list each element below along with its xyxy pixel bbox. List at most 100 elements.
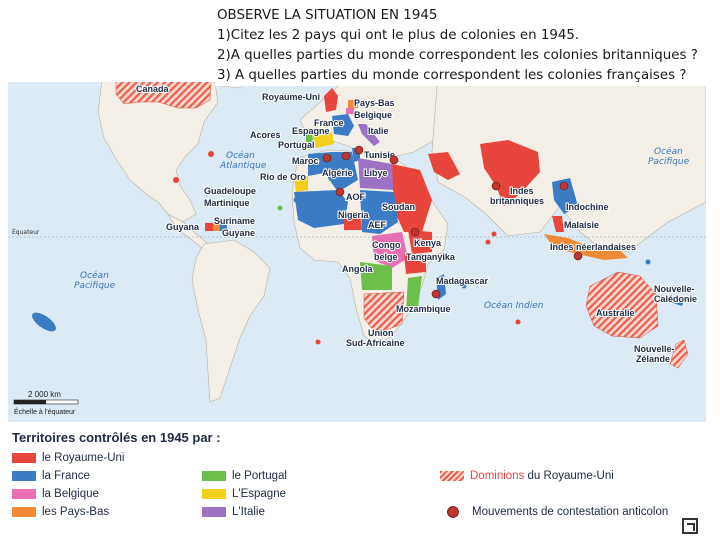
netherlands-territory — [348, 100, 358, 108]
legend-title: Territoires contrôlés en 1945 par : — [12, 430, 221, 445]
island-dot — [645, 259, 651, 265]
union-sa-dominion — [363, 291, 405, 335]
protest-marker — [322, 153, 332, 163]
label-royaume-uni: Royaume-Uni — [262, 92, 320, 102]
island-dot — [173, 177, 179, 183]
protest-marker — [335, 187, 345, 197]
label-guadeloupe: Guadeloupe — [204, 186, 256, 196]
label-indes-neerlandaises: Indes néerlandaises — [550, 242, 636, 252]
legend-item-dominions: Dominions du Royaume-Uni — [440, 468, 614, 484]
legend-swatch — [12, 489, 36, 499]
equator-label: Équateur — [12, 228, 40, 236]
aof-territory — [294, 190, 348, 228]
legend-label: L'Italie — [232, 506, 265, 518]
question-title: OBSERVE LA SITUATION EN 1945 — [217, 8, 438, 23]
aef-territory — [360, 190, 398, 234]
nz-dominion — [669, 339, 689, 369]
protest-marker — [410, 227, 420, 237]
island-dot — [515, 319, 521, 325]
questions-box: OBSERVE LA SITUATION EN 1945 1)Citez les… — [215, 6, 719, 86]
island-dot — [208, 151, 214, 157]
mozambique-territory — [406, 276, 422, 312]
label-australie: Australie — [596, 308, 635, 318]
scale-bar: 2 000 km Échelle à l'équateur — [13, 390, 79, 416]
italy-territory — [358, 124, 380, 146]
legend-label: L'Espagne — [232, 488, 286, 500]
label-martinique: Martinique — [204, 198, 250, 208]
label-indes-britanniques: Indes britanniques — [490, 186, 544, 206]
label-nouvelle-zelande: Nouvelle-Zélande — [634, 344, 675, 364]
protest-marker — [491, 181, 501, 191]
label-portugal: Portugal — [278, 140, 315, 150]
belgium-territory — [346, 108, 354, 114]
legend: Territoires contrôlés en 1945 par : le R… — [8, 424, 706, 540]
legend-item-espagne: L'Espagne — [202, 486, 286, 502]
protest-marker — [341, 151, 351, 161]
label-maroc: Maroc — [292, 156, 319, 166]
label-rio-de-oro: Rio de Oro — [260, 172, 307, 182]
legend-item-portugal: le Portugal — [202, 468, 287, 484]
label-malaisie: Malaisie — [564, 220, 599, 230]
legend-label: Dominions du Royaume-Uni — [470, 470, 614, 482]
legend-item-belgique: la Belgique — [12, 486, 99, 502]
label-madagascar: Madagascar — [436, 276, 489, 286]
indes-neerlandaises-territory — [544, 234, 628, 260]
legend-swatch — [12, 453, 36, 463]
legend-item-france: la France — [12, 468, 90, 484]
protest-marker — [354, 145, 364, 155]
legend-label: le Royaume-Uni — [42, 452, 125, 464]
land-south-america — [191, 239, 271, 403]
protest-marker — [573, 251, 583, 261]
label-angola: Angola — [342, 264, 373, 274]
congo-belge-territory — [372, 232, 408, 268]
label-nouvelle-caledonie: Nouvelle-Calédonie — [654, 284, 697, 304]
label-union-sa: Union Sud-Africaine — [346, 328, 405, 348]
label-mozambique: Mozambique — [396, 304, 451, 314]
label-espagne: Espagne — [292, 126, 330, 136]
island-dot — [461, 283, 467, 289]
portugal-territory — [306, 134, 314, 146]
rio-de-oro-territory — [294, 176, 308, 192]
label-congo: Congo — [372, 240, 401, 250]
protest-marker — [431, 289, 441, 299]
protest-fist-icon — [447, 506, 459, 518]
algerie-territory — [328, 152, 358, 192]
legend-label: les Pays-Bas — [42, 506, 110, 518]
island-dot — [485, 239, 491, 245]
question-1: 1)Citez les 2 pays qui ont le plus de co… — [217, 28, 580, 43]
legend-item-royaume-uni: le Royaume-Uni — [12, 450, 124, 466]
label-aof: AOF — [346, 192, 366, 202]
label-algerie: Algérie — [322, 168, 353, 178]
nouvelle-caledonie-territory — [670, 296, 684, 306]
island-dot — [293, 197, 299, 203]
legend-item-italie: L'Italie — [202, 504, 265, 520]
australia-dominion — [585, 271, 659, 339]
indochine-territory — [552, 178, 578, 214]
label-soudan: Soudan — [382, 202, 415, 212]
nigeria-territory — [344, 212, 362, 230]
island-dot — [491, 231, 497, 237]
guyana-territory — [205, 223, 213, 231]
label-pays-bas: Pays-Bas — [354, 98, 395, 108]
label-nigeria: Nigeria — [338, 210, 370, 220]
polynesie-territory — [32, 312, 56, 332]
legend-swatch — [12, 471, 36, 481]
label-canada: Canada — [136, 84, 170, 94]
label-italie: Italie — [368, 126, 389, 136]
crop-icon — [682, 518, 698, 534]
label-guyane: Guyane — [222, 228, 255, 238]
protest-markers — [322, 145, 583, 299]
legend-swatch — [202, 471, 226, 481]
label-acores: Acores — [250, 130, 281, 140]
canada-dominion — [115, 82, 212, 109]
legend-swatch — [202, 507, 226, 517]
question-2: 2)A quelles parties du monde corresponde… — [217, 48, 698, 63]
label-aef: AEF — [368, 220, 387, 230]
libye-territory — [358, 158, 394, 190]
guyane-territory — [220, 223, 227, 231]
ocean-pacific-west-label: Océan Pacifique — [74, 270, 116, 291]
legend-item-pays-bas: les Pays-Bas — [12, 504, 109, 520]
middle-east-uk-territory — [428, 152, 460, 180]
label-belgique: Belgique — [354, 110, 392, 120]
spain-territory — [312, 132, 334, 148]
